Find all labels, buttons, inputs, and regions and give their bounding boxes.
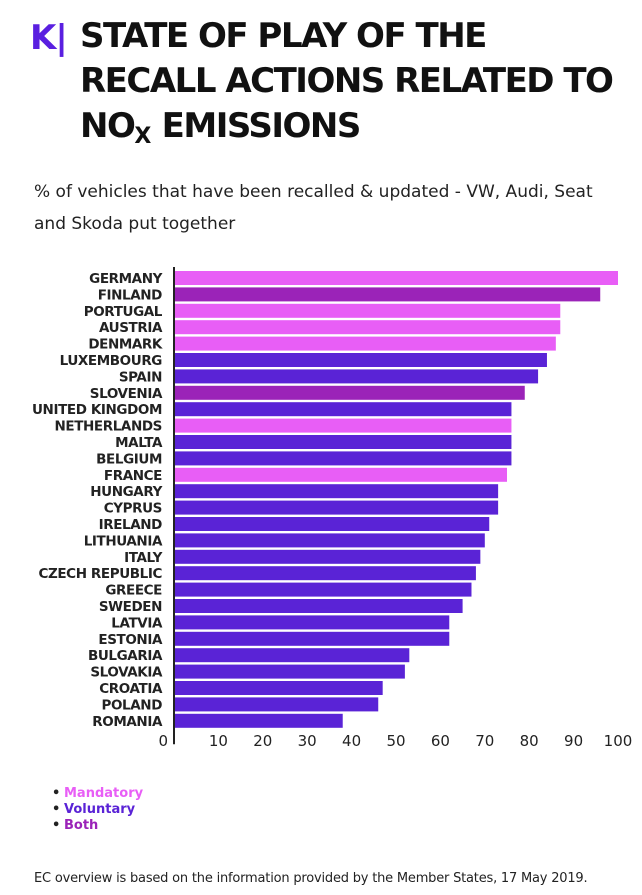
- bar-cyprus: [174, 500, 499, 515]
- bar-spain: [174, 369, 539, 384]
- bar-lithuania: [174, 533, 485, 548]
- x-tick-label: 100: [604, 732, 633, 750]
- chart-title-main: STATE OF PLAY OF THE RECALL ACTIONS RELA…: [80, 16, 614, 146]
- category-label: CZECH REPUBLIC: [38, 566, 162, 582]
- x-tick-label: 30: [298, 732, 317, 750]
- category-label: FINLAND: [98, 287, 162, 303]
- category-label: ESTONIA: [98, 632, 163, 648]
- bar-malta: [174, 435, 512, 449]
- bar-luxembourg: [174, 353, 547, 367]
- bar-sweden: [174, 599, 463, 613]
- category-label: LITHUANIA: [84, 533, 163, 549]
- bar-portugal: [174, 303, 561, 318]
- x-tick-label: 80: [520, 732, 539, 750]
- chart-title-end: EMISSIONS: [151, 106, 362, 146]
- bar-chart: GERMANYFINLANDPORTUGALAUSTRIADENMARKLUXE…: [32, 267, 633, 750]
- x-tick-label: 40: [342, 732, 361, 750]
- bar-latvia: [174, 615, 450, 630]
- chart-title: STATE OF PLAY OF THE RECALL ACTIONS RELA…: [80, 14, 630, 159]
- category-label: NETHERLANDS: [54, 419, 162, 435]
- category-label: BELGIUM: [96, 451, 162, 467]
- bar-france: [174, 467, 507, 482]
- legend-item-mandatory: Mandatory: [52, 786, 143, 802]
- bar-austria: [174, 320, 561, 335]
- bar-italy: [174, 549, 481, 564]
- category-label: FRANCE: [104, 468, 162, 484]
- bar-germany: [174, 271, 618, 285]
- category-label: IRELAND: [99, 517, 163, 533]
- bar-poland: [174, 697, 379, 712]
- legend-item-both: Both: [52, 818, 143, 834]
- category-label: AUSTRIA: [99, 320, 163, 336]
- bar-slovakia: [174, 664, 405, 679]
- bar-greece: [174, 582, 472, 597]
- bar-belgium: [174, 451, 512, 466]
- bar-united-kingdom: [174, 402, 512, 417]
- x-tick-label: 90: [564, 732, 583, 750]
- bar-romania: [174, 713, 343, 728]
- category-label: SWEDEN: [99, 599, 162, 615]
- category-label: CYPRUS: [104, 501, 162, 517]
- x-tick-label: 20: [253, 732, 272, 750]
- legend-item-voluntary: Voluntary: [52, 802, 143, 818]
- category-label: HUNGARY: [90, 484, 162, 500]
- chart-subtitle: % of vehicles that have been recalled & …: [34, 182, 593, 234]
- bar-slovenia: [174, 385, 525, 400]
- chart-title-subscript: X: [134, 124, 152, 149]
- x-tick-label: 10: [209, 732, 228, 750]
- bar-croatia: [174, 681, 383, 695]
- brand-logo: K|: [30, 18, 68, 58]
- category-label: LUXEMBOURG: [60, 353, 163, 369]
- x-tick-label: 60: [431, 732, 450, 750]
- category-label: LATVIA: [111, 615, 163, 631]
- source-note: EC overview is based on the information …: [34, 871, 588, 886]
- category-label: UNITED KINGDOM: [32, 402, 162, 418]
- bar-ireland: [174, 517, 490, 531]
- category-label: MALTA: [115, 435, 163, 451]
- bar-czech-republic: [174, 566, 476, 581]
- category-label: CROATIA: [99, 681, 163, 697]
- category-label: SLOVENIA: [90, 386, 163, 402]
- bar-netherlands: [174, 418, 512, 433]
- category-label: ROMANIA: [92, 714, 163, 730]
- bar-finland: [174, 287, 601, 302]
- category-label: GREECE: [105, 583, 162, 599]
- bar-bulgaria: [174, 648, 410, 663]
- category-label: POLAND: [101, 697, 162, 713]
- category-label: BULGARIA: [88, 648, 163, 664]
- category-label: SLOVAKIA: [90, 665, 163, 681]
- bar-denmark: [174, 336, 556, 351]
- category-label: GERMANY: [89, 271, 162, 287]
- bar-estonia: [174, 631, 450, 646]
- bar-hungary: [174, 484, 499, 499]
- x-tick-label: 70: [475, 732, 494, 750]
- category-label: ITALY: [124, 550, 163, 566]
- x-tick-label: 0: [158, 732, 168, 750]
- x-tick-label: 50: [386, 732, 405, 750]
- category-label: SPAIN: [119, 369, 162, 385]
- legend: Mandatory Voluntary Both: [52, 786, 143, 834]
- category-label: PORTUGAL: [84, 304, 163, 320]
- category-label: DENMARK: [88, 337, 163, 353]
